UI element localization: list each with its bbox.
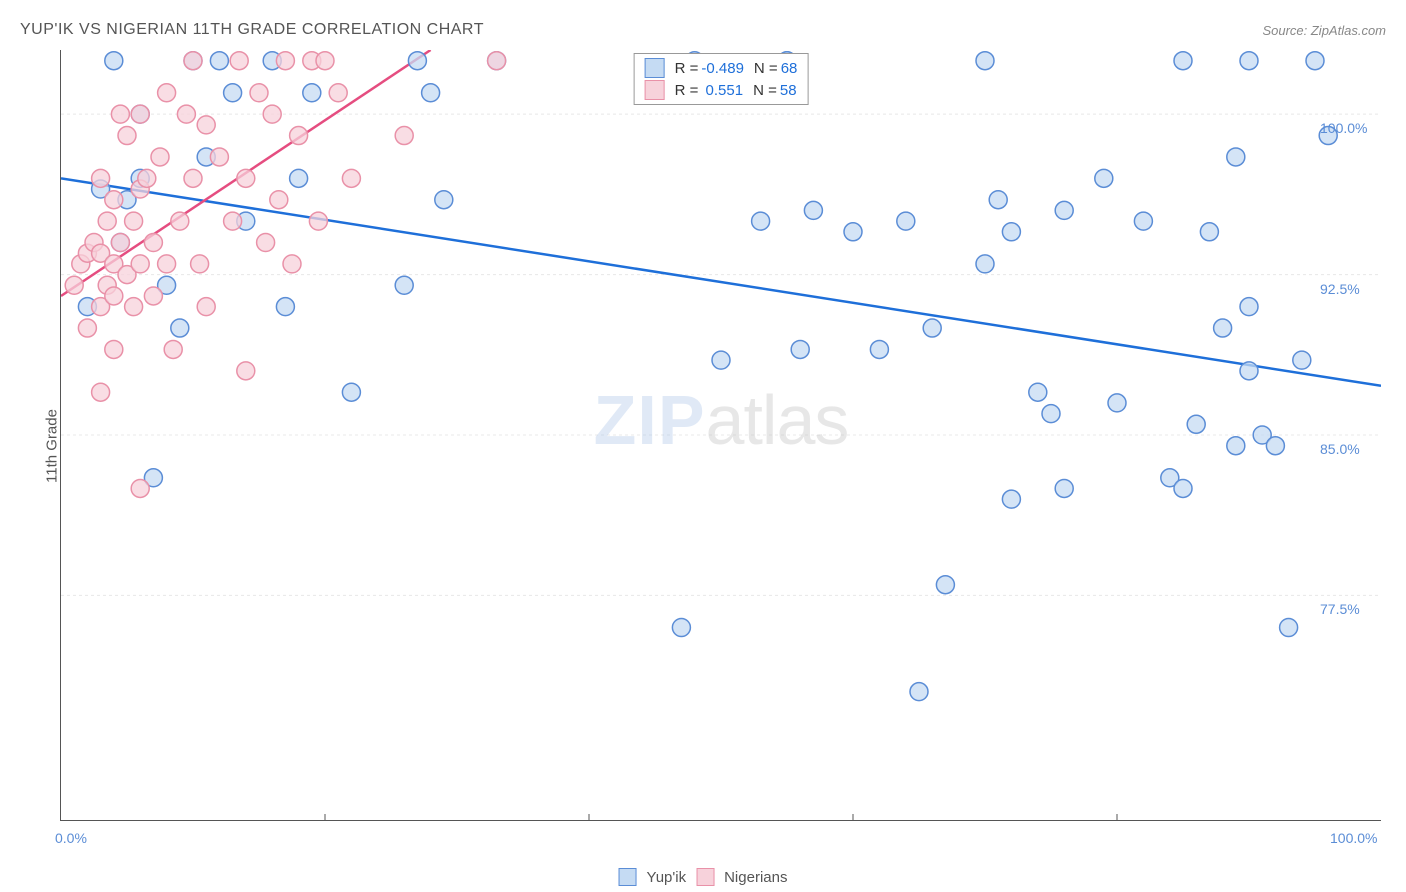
stats-legend: R =-0.489 N =68 R = 0.551 N =58 — [634, 53, 809, 105]
y-tick-label: 100.0% — [1320, 120, 1367, 136]
y-tick-label: 77.5% — [1320, 601, 1360, 617]
series-legend: Yup'ik Nigerians — [619, 868, 788, 886]
stats-legend-row: R = 0.551 N =58 — [645, 80, 798, 100]
legend-label: Nigerians — [724, 869, 787, 886]
stat-label: R = 0.551 — [675, 82, 743, 99]
swatch-icon — [696, 868, 714, 886]
swatch-icon — [619, 868, 637, 886]
stat-label: N =68 — [754, 60, 797, 77]
stat-label: N =58 — [753, 82, 796, 99]
title-bar: YUP'IK VS NIGERIAN 11TH GRADE CORRELATIO… — [0, 0, 1406, 50]
stats-legend-row: R =-0.489 N =68 — [645, 58, 798, 78]
legend-label: Yup'ik — [647, 869, 687, 886]
x-tick-label: 100.0% — [1330, 830, 1377, 846]
swatch-icon — [645, 58, 665, 78]
source-attribution: Source: ZipAtlas.com — [1262, 23, 1386, 38]
y-axis-label: 11th Grade — [43, 409, 60, 483]
y-tick-label: 92.5% — [1320, 281, 1360, 297]
plot-area: ZIPatlas R =-0.489 N =68 R = 0.551 N =58 — [60, 50, 1381, 821]
y-tick-label: 85.0% — [1320, 441, 1360, 457]
chart-container: YUP'IK VS NIGERIAN 11TH GRADE CORRELATIO… — [0, 0, 1406, 892]
swatch-icon — [645, 80, 665, 100]
chart-title: YUP'IK VS NIGERIAN 11TH GRADE CORRELATIO… — [20, 21, 484, 39]
x-tick-label: 0.0% — [55, 830, 87, 846]
stat-label: R =-0.489 — [675, 60, 744, 77]
scatter-svg — [61, 50, 1381, 820]
